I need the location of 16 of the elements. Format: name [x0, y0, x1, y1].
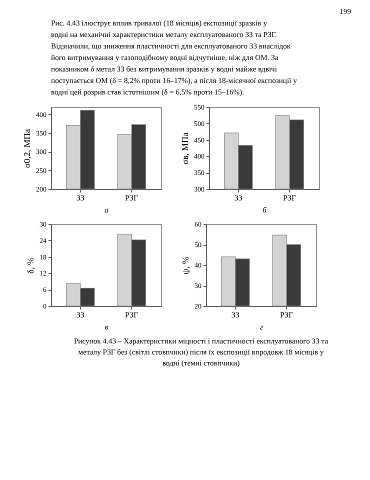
y-axis-title: δ, % — [26, 256, 36, 274]
x-tick-label: ЗЗ — [76, 194, 84, 202]
x-tick-label: ЗЗ — [234, 194, 242, 202]
y-axis-title: ψ, % — [180, 256, 190, 274]
x-tick-label: ЗЗ — [231, 310, 240, 320]
y-axis-title: σ0,2, МПа — [22, 128, 32, 168]
x-axis-title: г — [260, 322, 264, 332]
x-tick-label: ЗЗ — [76, 310, 84, 320]
x-tick-label: РЗГ — [124, 194, 139, 202]
x-axis-title: в — [104, 322, 109, 332]
x-tick-label: РЗГ — [280, 310, 294, 320]
x-tick-label: РЗГ — [124, 310, 139, 320]
x-axis-title: б — [262, 206, 268, 214]
y-axis-title: σв, МПа — [180, 132, 190, 165]
x-axis-title: а — [104, 206, 108, 214]
x-tick-label: РЗГ — [282, 194, 297, 202]
